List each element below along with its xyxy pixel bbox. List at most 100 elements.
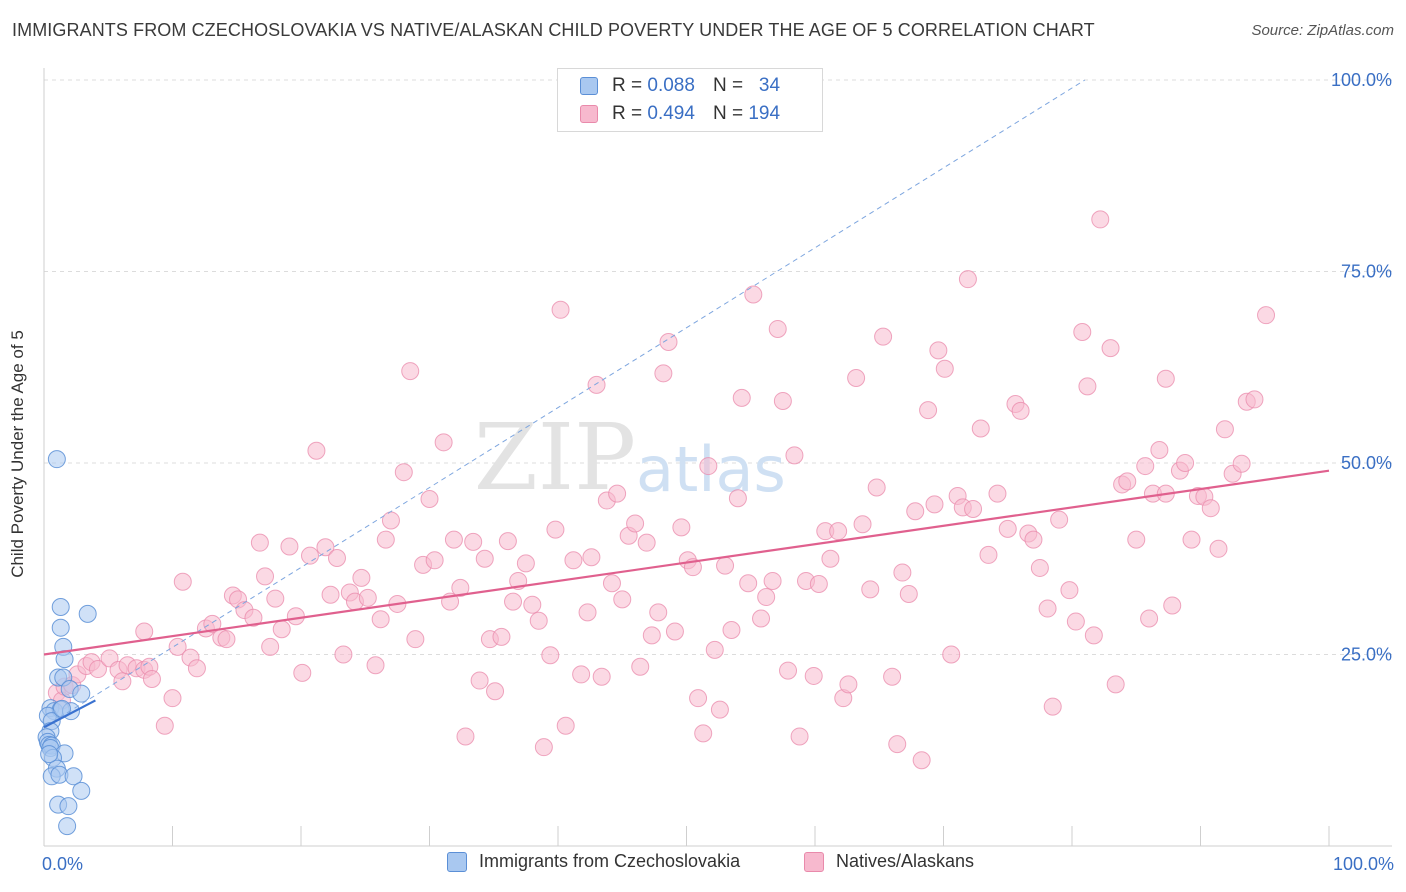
- natives-point: [203, 614, 222, 633]
- natives-point: [1182, 530, 1201, 549]
- natives-point: [883, 667, 902, 686]
- natives-point: [672, 518, 691, 537]
- natives-point: [300, 546, 319, 565]
- natives-point: [381, 511, 400, 530]
- n-label: N =: [712, 75, 744, 96]
- y-tick-label: 100.0%: [1331, 70, 1392, 90]
- natives-point: [665, 622, 684, 641]
- natives-point: [689, 689, 708, 708]
- natives-point: [642, 626, 661, 645]
- natives-point: [434, 433, 453, 452]
- natives-point: [659, 332, 678, 351]
- czechoslovakia-point: [40, 745, 59, 764]
- natives-point: [352, 568, 371, 587]
- r-value: 0.494: [647, 103, 695, 124]
- stats-row-czechoslovakia: R = 0.088 N = 34: [580, 74, 780, 98]
- r-label: R =: [612, 103, 643, 124]
- natives-point: [187, 659, 206, 678]
- natives-point: [912, 751, 931, 770]
- natives-point: [929, 341, 948, 360]
- legend-item-natives: Natives/Alaskans: [804, 851, 974, 872]
- natives-point: [529, 611, 548, 630]
- natives-point: [321, 585, 340, 604]
- natives-point: [1176, 454, 1195, 472]
- natives-point: [1215, 420, 1234, 439]
- natives-point: [334, 645, 353, 664]
- natives-point: [1156, 369, 1175, 388]
- natives-point: [971, 419, 990, 438]
- natives-points: [47, 210, 1276, 770]
- natives-point: [1030, 558, 1049, 577]
- natives-point: [366, 656, 385, 675]
- natives-point: [853, 515, 872, 534]
- natives-point: [564, 551, 583, 570]
- natives-point: [456, 727, 475, 746]
- natives-point: [376, 530, 395, 549]
- natives-point: [163, 689, 182, 708]
- natives-point: [899, 584, 918, 603]
- natives-point: [592, 667, 611, 686]
- natives-point: [135, 622, 154, 641]
- czechoslovakia-point: [64, 767, 83, 786]
- natives-point: [1073, 323, 1092, 342]
- natives-point: [541, 646, 560, 665]
- natives-point: [821, 549, 840, 568]
- natives-point: [1140, 609, 1159, 628]
- natives-point: [779, 661, 798, 680]
- legend-label: Immigrants from Czechoslovakia: [479, 851, 741, 871]
- natives-point: [1163, 596, 1182, 615]
- r-value: 0.088: [647, 75, 695, 96]
- natives-point: [935, 359, 954, 378]
- y-tick-label: 75.0%: [1341, 262, 1392, 282]
- natives-point: [888, 735, 907, 754]
- natives-point: [523, 595, 542, 614]
- natives-point: [1043, 697, 1062, 716]
- natives-point: [1201, 499, 1220, 518]
- natives-point: [722, 620, 741, 639]
- natives-point: [1127, 530, 1146, 549]
- natives-point: [250, 533, 269, 552]
- natives-point: [988, 484, 1007, 503]
- natives-point: [925, 495, 944, 514]
- natives-point: [1136, 457, 1155, 476]
- natives-point: [1257, 306, 1276, 325]
- natives-point: [1084, 626, 1103, 645]
- swatch-blue: [580, 77, 598, 95]
- natives-point: [861, 580, 880, 599]
- n-label: N =: [712, 103, 744, 124]
- n-value: 34: [758, 75, 781, 96]
- natives-point: [958, 270, 977, 289]
- natives-point: [631, 657, 650, 676]
- natives-point: [874, 327, 893, 346]
- natives-point: [1024, 530, 1043, 549]
- y-tick-label: 25.0%: [1341, 645, 1392, 665]
- natives-point: [804, 666, 823, 685]
- natives-point: [578, 603, 597, 622]
- natives-point: [867, 478, 886, 497]
- czechoslovakia-point: [72, 781, 91, 800]
- natives-point: [654, 364, 673, 383]
- natives-point: [504, 592, 523, 611]
- czechoslovakia-point: [58, 817, 77, 836]
- czechoslovakia-point: [51, 598, 70, 617]
- legend-swatch-blue: [447, 851, 467, 872]
- natives-point: [710, 700, 729, 719]
- natives-point: [785, 446, 804, 465]
- natives-point: [444, 530, 463, 549]
- natives-point: [394, 463, 413, 482]
- natives-point: [486, 682, 505, 701]
- natives-point: [979, 545, 998, 564]
- czechoslovakia-point: [47, 450, 66, 469]
- x-tick-label: 100.0%: [1333, 854, 1394, 874]
- legend-item-czechoslovakia: Immigrants from Czechoslovakia: [447, 851, 740, 872]
- natives-point: [637, 533, 656, 552]
- natives-point: [1038, 599, 1057, 618]
- natives-point: [1066, 612, 1085, 631]
- natives-point: [942, 645, 961, 664]
- natives-point: [716, 556, 735, 575]
- natives-point: [168, 637, 187, 656]
- natives-point: [613, 590, 632, 609]
- natives-point: [839, 675, 858, 694]
- natives-point: [142, 670, 161, 689]
